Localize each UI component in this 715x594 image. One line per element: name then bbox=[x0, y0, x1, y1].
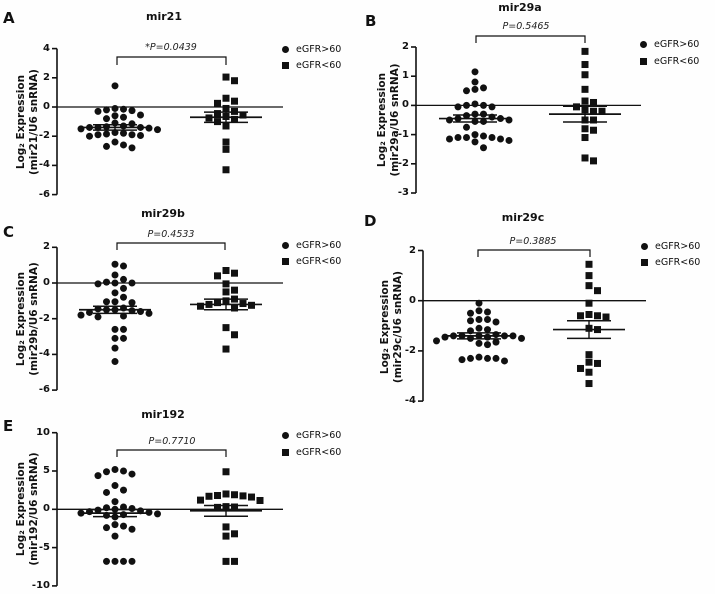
panel-e-tick-label: -5 bbox=[38, 541, 50, 553]
panel-a-yaxis-label: Log₂ Expression (mir21/U6 snRNA) bbox=[15, 69, 40, 175]
circle-marker-icon bbox=[640, 41, 647, 48]
panel-d-pvalue: P=0.3885 bbox=[509, 236, 557, 247]
panel-b-tick-label: 1 bbox=[402, 70, 409, 82]
circle-marker-icon bbox=[282, 432, 289, 439]
panel-d-legend-group2: eGFR<60 bbox=[641, 256, 700, 269]
panel-b-tick-label: -1 bbox=[397, 128, 409, 140]
panel-c-pvalue: P=0.4533 bbox=[147, 229, 195, 240]
panel-b-tick-label: 0 bbox=[402, 99, 409, 111]
panel-e-tick-label: -10 bbox=[31, 579, 50, 591]
panel-b-legend-group1: eGFR>60 bbox=[640, 38, 699, 51]
panel-b-yaxis-label: Log₂ Expression (mir29a/U6 snRNA) bbox=[376, 63, 401, 177]
panel-b-tick-label: -3 bbox=[397, 187, 409, 198]
panel-a-tick-label: -2 bbox=[38, 130, 50, 142]
panel-c-tick-label: 2 bbox=[43, 241, 50, 253]
square-marker-icon bbox=[282, 62, 289, 69]
panel-b-label: B bbox=[365, 12, 377, 30]
panel-a-tick-label: 0 bbox=[43, 101, 50, 112]
panel-d-label: D bbox=[364, 212, 377, 230]
panel-b-title: mir29a bbox=[498, 1, 542, 14]
panel-d-tick-label: 2 bbox=[409, 244, 416, 256]
panel-b-tick-label: -2 bbox=[397, 157, 409, 169]
panel-a-tick-label: 4 bbox=[43, 42, 50, 54]
square-marker-icon bbox=[641, 259, 648, 266]
circle-marker-icon bbox=[282, 242, 289, 249]
circle-marker-icon bbox=[641, 243, 648, 250]
panel-e-tick-label: 5 bbox=[43, 465, 50, 476]
panel-e-tick-label: 10 bbox=[36, 426, 50, 438]
circle-marker-icon bbox=[282, 46, 289, 53]
panel-d-yaxis-label: Log₂ Expression (mir29c/U6 snRNA) bbox=[379, 270, 404, 384]
panel-a-legend-group1: eGFR>60 bbox=[282, 43, 341, 56]
panel-d-legend-group1: eGFR>60 bbox=[641, 240, 700, 253]
panel-e-legend-group1: eGFR>60 bbox=[282, 429, 341, 442]
panel-e-tick-label: 0 bbox=[43, 503, 50, 515]
panel-e-title: mir192 bbox=[141, 408, 185, 421]
panel-a-label: A bbox=[3, 9, 15, 27]
panel-c-legend-group2: eGFR<60 bbox=[282, 255, 341, 268]
panel-d-tick-label: 0 bbox=[409, 294, 416, 306]
panel-d-tick-label: -4 bbox=[404, 395, 416, 407]
panel-a-pvalue: *P=0.0439 bbox=[145, 42, 197, 53]
panel-b-tick-label: 2 bbox=[402, 41, 409, 52]
panel-a-legend-group2: eGFR<60 bbox=[282, 59, 341, 72]
panel-c-legend-group1: eGFR>60 bbox=[282, 239, 341, 252]
panel-e-label: E bbox=[3, 417, 14, 435]
panel-d-tick-label: -2 bbox=[404, 344, 416, 356]
panel-a-title: mir21 bbox=[146, 10, 182, 23]
square-marker-icon bbox=[640, 58, 647, 65]
panel-c-label: C bbox=[3, 223, 15, 241]
square-marker-icon bbox=[282, 258, 289, 265]
panel-c-tick-label: -6 bbox=[38, 384, 50, 396]
panel-a-tick-label: -6 bbox=[38, 188, 50, 200]
square-marker-icon bbox=[282, 449, 289, 456]
panel-b-pvalue: P=0.5465 bbox=[502, 21, 550, 32]
panel-e-legend-group2: eGFR<60 bbox=[282, 446, 341, 459]
panel-c-tick-label: -4 bbox=[38, 348, 50, 360]
panel-b-legend-group2: eGFR<60 bbox=[640, 55, 699, 68]
panel-a-tick-label: -4 bbox=[38, 159, 50, 171]
panel-a-tick-label: 2 bbox=[43, 71, 50, 83]
panel-c-title: mir29b bbox=[141, 207, 185, 220]
panel-c-tick-label: 0 bbox=[43, 277, 50, 288]
panel-c-tick-label: -2 bbox=[38, 312, 50, 324]
panel-e-pvalue: P=0.7710 bbox=[148, 436, 196, 447]
panel-d-title: mir29c bbox=[501, 211, 545, 224]
